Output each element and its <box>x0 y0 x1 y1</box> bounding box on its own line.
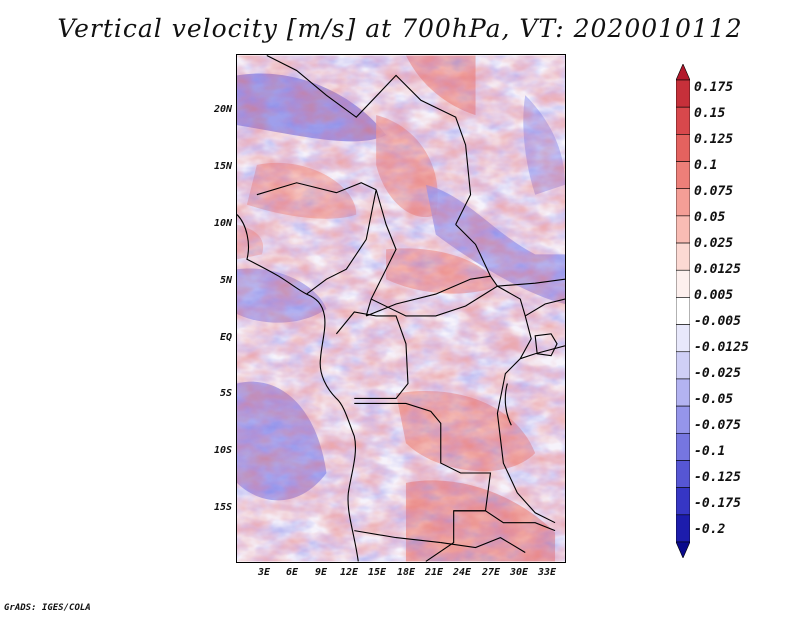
lon-label-15e: 15E <box>367 567 387 578</box>
lat-label-15s: 15S <box>213 502 232 513</box>
colorbar-label-17: -0.2 <box>694 522 726 537</box>
colorbar-bottom-triangle <box>676 541 690 558</box>
border-zambia <box>453 510 556 532</box>
border-congo-drc <box>335 311 409 399</box>
colorbar-top-triangle <box>676 64 690 81</box>
border-angola <box>354 402 492 562</box>
lon-label-21e: 21E <box>424 567 444 578</box>
border-car <box>366 275 491 317</box>
colorbar-label-9: -0.005 <box>694 314 741 329</box>
colorbar-label-14: -0.1 <box>694 444 726 459</box>
lat-label-eq: EQ <box>219 332 232 343</box>
lat-label-5n: 5N <box>219 275 232 286</box>
lat-label-10s: 10S <box>213 445 232 456</box>
lat-label-10n: 10N <box>213 218 232 229</box>
border-tanzania <box>520 345 565 360</box>
colorbar-swatch <box>676 487 690 516</box>
border-south-car <box>370 285 526 317</box>
colorbar-label-3: 0.1 <box>694 158 718 173</box>
grads-credit: GrADS: IGES/COLA <box>4 603 91 613</box>
border-north-1 <box>266 55 472 225</box>
velocity-texture <box>237 55 565 562</box>
colorbar-label-5: 0.05 <box>694 210 726 225</box>
border-cameroon <box>306 189 397 317</box>
lon-label-9e: 9E <box>314 567 328 578</box>
lon-label-33e: 33E <box>537 567 557 578</box>
colorbar-label-1: 0.15 <box>694 106 726 121</box>
colorbar-swatch <box>676 378 690 407</box>
lon-label-27e: 27E <box>481 567 501 578</box>
lon-label-12e: 12E <box>339 567 359 578</box>
colorbar-swatch <box>676 351 690 380</box>
map-panel: 20N 15N 10N 5N EQ 5S 10S 15S 3E 6E 9E 12… <box>214 54 566 578</box>
colorbar-swatch <box>676 106 690 135</box>
lake-victoria <box>534 333 558 357</box>
lat-label-5s: 5S <box>219 388 232 399</box>
colorbar <box>676 64 690 558</box>
lake-tanganyika <box>504 383 512 426</box>
colorbar-swatch <box>676 405 690 434</box>
colorbar-swatch <box>676 161 690 190</box>
border-uganda <box>524 298 565 317</box>
colorbar-swatch <box>676 297 690 325</box>
colorbar-label-7: 0.0125 <box>694 262 741 277</box>
colorbar-label-6: 0.025 <box>694 236 734 251</box>
border-drc-east <box>496 315 556 524</box>
coastline-west <box>237 214 359 562</box>
colorbar-label-11: -0.025 <box>694 366 741 381</box>
colorbar-swatch <box>676 215 690 244</box>
lon-label-24e: 24E <box>452 567 472 578</box>
colorbar-swatch <box>676 324 690 353</box>
colorbar-label-12: -0.05 <box>694 392 734 407</box>
colorbar-swatch <box>676 514 690 543</box>
colorbar-label-0: 0.175 <box>694 80 734 95</box>
lon-label-3e: 3E <box>257 567 271 578</box>
lat-label-20n: 20N <box>213 104 232 115</box>
border-niger-nigeria <box>256 182 377 196</box>
colorbar-label-10: -0.0125 <box>694 340 749 355</box>
lat-label-15n: 15N <box>213 161 232 172</box>
colorbar-swatch <box>676 242 690 271</box>
chart-title: Vertical velocity [m/s] at 700hPa, VT: 2… <box>57 14 743 43</box>
colorbar-label-16: -0.175 <box>694 496 741 511</box>
border-namibia <box>354 530 441 544</box>
colorbar-swatch <box>676 188 690 217</box>
colorbar-swatch <box>676 460 690 488</box>
colorbar-swatch <box>676 134 690 162</box>
country-borders <box>237 55 565 562</box>
lon-label-18e: 18E <box>396 567 416 578</box>
colorbar-label-13: -0.075 <box>694 418 741 433</box>
lon-label-30e: 30E <box>509 567 529 578</box>
colorbar-label-8: 0.005 <box>694 288 734 303</box>
vertical-velocity-map <box>236 54 566 563</box>
colorbar-label-4: 0.075 <box>694 184 734 199</box>
colorbar-label-2: 0.125 <box>694 132 734 147</box>
border-chad-sudan <box>455 224 565 287</box>
border-zambia-south <box>440 536 526 553</box>
colorbar-swatch <box>676 269 690 298</box>
lon-label-6e: 6E <box>285 567 299 578</box>
colorbar-swatch <box>676 432 690 461</box>
colorbar-label-15: -0.125 <box>694 470 741 485</box>
colorbar-swatch <box>676 79 690 108</box>
